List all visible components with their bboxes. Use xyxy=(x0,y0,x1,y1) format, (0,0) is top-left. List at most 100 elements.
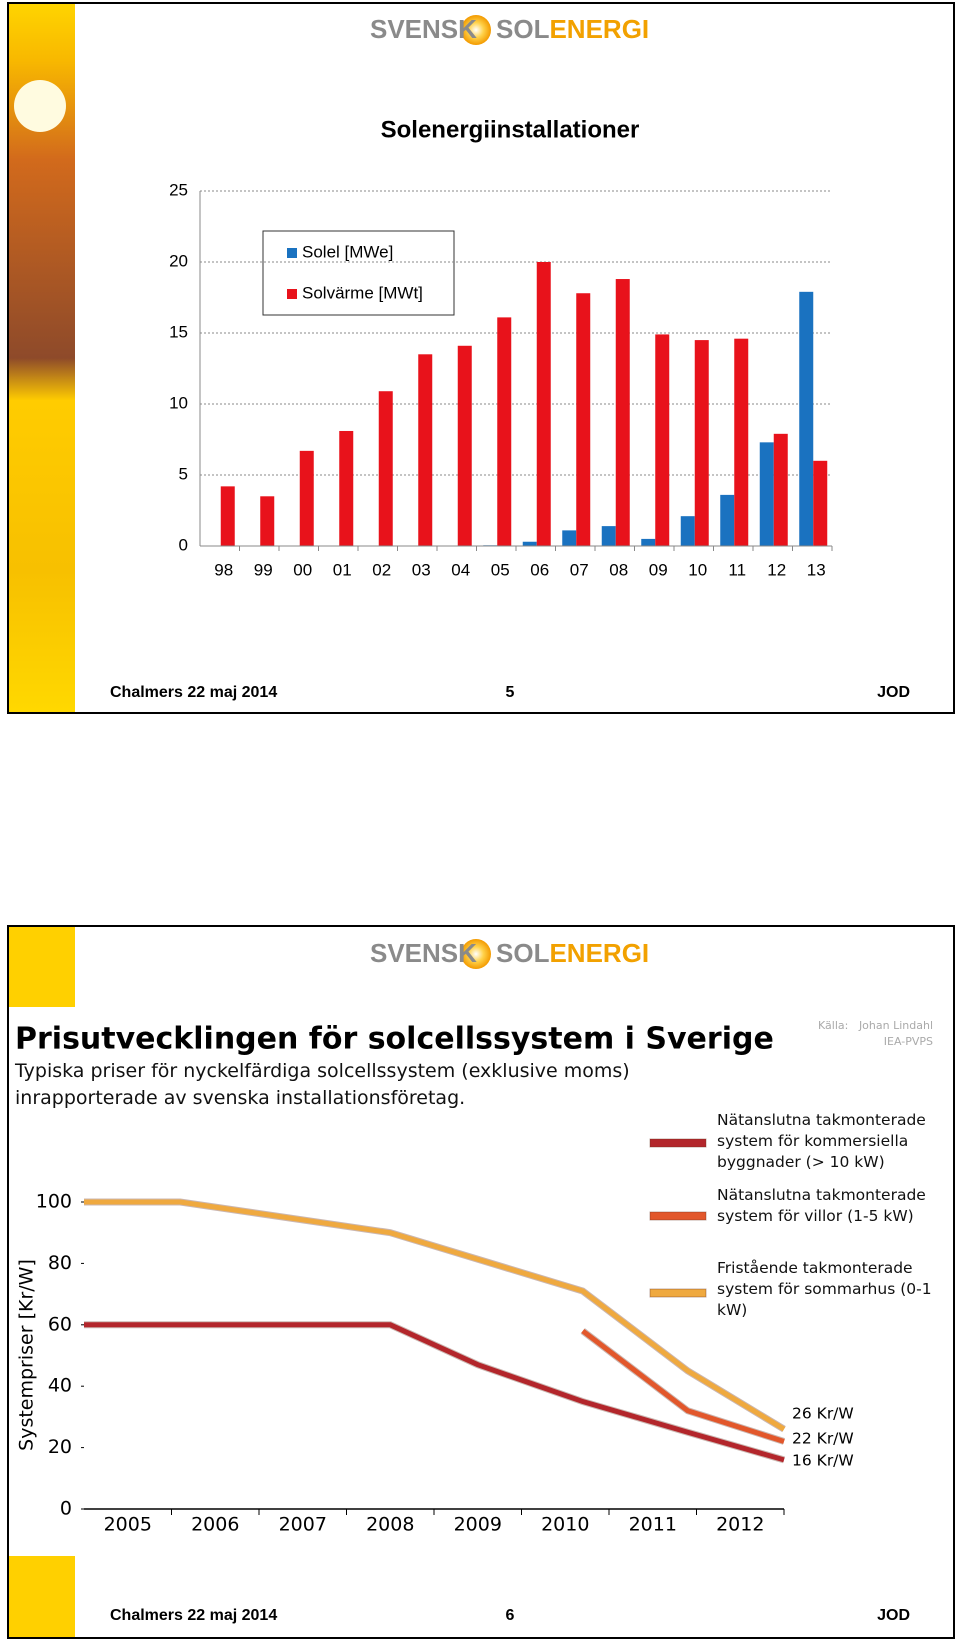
footer-page: 5 xyxy=(506,684,515,701)
legend-label: Nätanslutna takmonterade system för komm… xyxy=(717,1111,926,1171)
legend-swatch xyxy=(649,1211,707,1221)
bar xyxy=(759,442,774,546)
y-tick-label: 60 xyxy=(48,1313,72,1335)
slide-frame xyxy=(7,2,955,714)
bar xyxy=(418,354,433,546)
bar xyxy=(680,516,695,546)
bar xyxy=(522,541,537,546)
x-tick-label: 99 xyxy=(254,560,273,579)
footer-left: Chalmers 22 maj 2014 xyxy=(110,684,277,701)
logo-text: SOL xyxy=(496,938,550,968)
x-tick-label: 2007 xyxy=(279,1514,327,1536)
bar xyxy=(299,450,314,546)
source: IEA-PVPS xyxy=(884,1035,933,1048)
legend-label: Solvärme [MWt] xyxy=(302,283,423,302)
y-tick-label: 20 xyxy=(169,251,188,270)
legend-label: Solel [MWe] xyxy=(302,242,393,261)
bar xyxy=(339,430,354,546)
corner-decoration xyxy=(9,1556,75,1637)
logo-text: SOL xyxy=(496,14,550,44)
x-tick-label: 04 xyxy=(451,560,470,579)
y-tick-label: 5 xyxy=(179,464,188,483)
bar xyxy=(773,433,788,546)
x-tick-label: 10 xyxy=(688,560,707,579)
x-tick-label: 03 xyxy=(412,560,431,579)
annotation: 16 Kr/W xyxy=(792,1452,854,1470)
annotation: 22 Kr/W xyxy=(792,1430,854,1448)
x-tick-label: 09 xyxy=(649,560,668,579)
x-tick-label: 2006 xyxy=(191,1514,239,1536)
y-tick-label: 0 xyxy=(179,535,188,554)
bar xyxy=(378,391,393,546)
chart-subtitle: Typiska priser för nyckelfärdiga solcell… xyxy=(15,1060,630,1109)
x-tick-label: 05 xyxy=(491,560,510,579)
x-tick-label: 2012 xyxy=(716,1514,764,1536)
chart-title: Prisutvecklingen för solcellssystem i Sv… xyxy=(15,1022,774,1057)
bar xyxy=(601,526,616,546)
bar xyxy=(641,538,656,546)
annotation: 26 Kr/W xyxy=(792,1405,854,1423)
y-tick-label: 20 xyxy=(48,1436,72,1458)
x-tick-label: 2005 xyxy=(104,1514,152,1536)
legend-swatch xyxy=(649,1138,707,1148)
x-tick-label: 2008 xyxy=(366,1514,414,1536)
footer-left: Chalmers 22 maj 2014 xyxy=(110,1607,277,1624)
bar xyxy=(799,291,814,546)
bar xyxy=(615,279,630,546)
x-tick-label: 01 xyxy=(333,560,352,579)
source: Källa: xyxy=(818,1019,848,1032)
legend-label: Nätanslutna takmonterade system för vill… xyxy=(717,1186,926,1225)
corner-decoration xyxy=(9,927,75,1007)
bar xyxy=(497,317,512,546)
x-tick-label: 98 xyxy=(214,560,233,579)
series-line xyxy=(84,1199,786,1432)
bar xyxy=(694,340,709,546)
bar xyxy=(655,334,670,546)
x-tick-label: 11 xyxy=(728,560,746,579)
legend-box xyxy=(262,230,455,316)
bar xyxy=(734,338,749,546)
y-axis-label: Systempriser [Kr/W] xyxy=(16,1259,38,1451)
chart-title: Solenergiinstallationer xyxy=(381,116,640,143)
bar xyxy=(576,293,591,546)
legend-swatch xyxy=(287,289,297,299)
logo-sun xyxy=(461,15,491,45)
sun-decoration xyxy=(14,80,66,132)
x-tick-label: 2010 xyxy=(541,1514,589,1536)
legend-swatch xyxy=(649,1288,707,1298)
bar xyxy=(720,494,735,546)
footer-right: JOD xyxy=(877,684,910,701)
y-tick-label: 40 xyxy=(48,1375,72,1397)
x-tick-label: 13 xyxy=(807,560,826,579)
source: Johan Lindahl xyxy=(858,1019,933,1032)
x-tick-label: 2009 xyxy=(454,1514,502,1536)
logo: SVENSK SOLENERGI xyxy=(370,938,649,968)
series-line xyxy=(84,1322,785,1463)
x-tick-label: 02 xyxy=(372,560,391,579)
footer-right: JOD xyxy=(877,1607,910,1624)
logo-text: ENERGI xyxy=(549,14,649,44)
y-tick-label: 0 xyxy=(60,1498,72,1520)
bar xyxy=(813,460,828,546)
series-line xyxy=(581,1328,785,1444)
footer-page: 6 xyxy=(506,1607,515,1624)
x-tick-label: 06 xyxy=(530,560,549,579)
x-tick-label: 07 xyxy=(570,560,589,579)
logo-text: SVENSK xyxy=(370,938,477,968)
bar xyxy=(562,530,577,546)
logo-text: SVENSK xyxy=(370,14,477,44)
bar xyxy=(536,262,551,546)
logo: SVENSK SOLENERGI xyxy=(370,14,649,44)
y-tick-label: 100 xyxy=(36,1191,72,1213)
bar xyxy=(220,486,235,546)
y-tick-label: 15 xyxy=(169,322,188,341)
bar xyxy=(457,345,472,546)
bar xyxy=(260,496,275,546)
x-tick-label: 00 xyxy=(293,560,312,579)
logo-sun xyxy=(461,939,491,969)
y-tick-label: 10 xyxy=(169,393,188,412)
y-tick-label: 25 xyxy=(169,180,188,199)
x-tick-label: 12 xyxy=(767,560,786,579)
